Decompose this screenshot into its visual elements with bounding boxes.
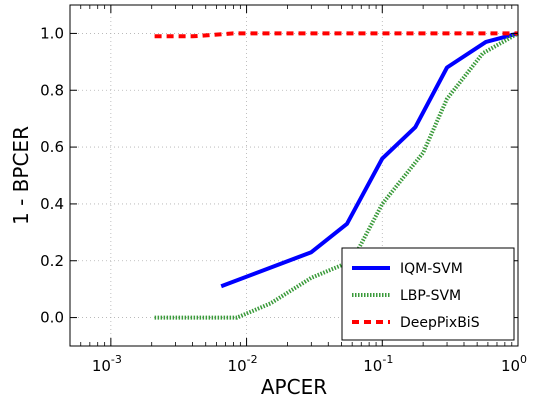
x-tick-label: 100 xyxy=(501,353,527,375)
series-line-deeppixbis xyxy=(154,31,518,39)
tick-labels: 0.0 0.2 0.4 0.6 0.8 1.0 10-3 10-2 10-1 100 xyxy=(40,24,527,375)
legend-label: LBP-SVM xyxy=(400,288,461,304)
x-tick-label: 10-2 xyxy=(228,353,258,375)
y-axis-label: 1 - BPCER xyxy=(9,126,33,225)
y-tick-label: 0.4 xyxy=(40,195,64,213)
x-axis-label: APCER xyxy=(261,375,327,399)
series-layer xyxy=(154,31,519,320)
y-tick-label: 0.2 xyxy=(40,252,64,270)
series-line-iqm-svm xyxy=(220,31,519,289)
y-tick-label: 1.0 xyxy=(40,24,64,42)
y-tick-label: 0.6 xyxy=(40,138,64,156)
x-tick-label: 10-1 xyxy=(363,353,393,375)
legend: IQM-SVM LBP-SVM DeepPixBiS xyxy=(341,247,515,341)
y-tick-label: 0.8 xyxy=(40,81,64,99)
series-line-lbp-svm xyxy=(154,31,519,320)
x-tick-label: 10-3 xyxy=(92,353,122,375)
plot-frame xyxy=(69,4,519,347)
legend-label: IQM-SVM xyxy=(400,261,463,277)
y-tick-label: 0.0 xyxy=(40,309,64,327)
tick-marks xyxy=(69,5,519,346)
legend-label: DeepPixBiS xyxy=(400,315,480,331)
